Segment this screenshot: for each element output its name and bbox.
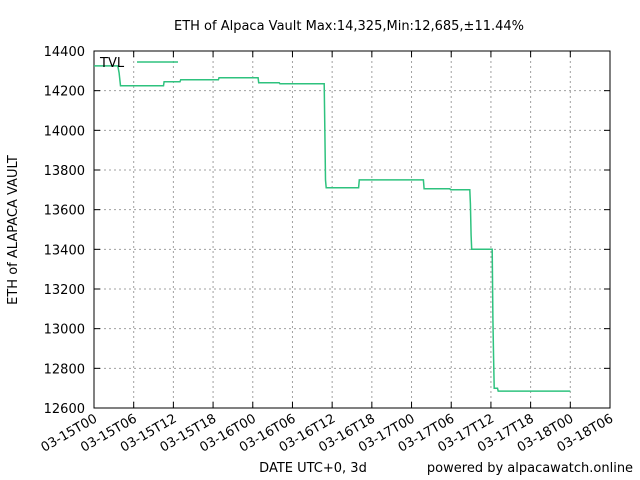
y-axis-label: ETH of ALAPACA VAULT (6, 155, 21, 305)
y-tick-label: 13400 (44, 243, 85, 258)
y-tick-label: 13200 (44, 283, 85, 298)
y-tick-label: 13000 (44, 323, 85, 338)
series-line-tvl (94, 65, 571, 392)
y-tick-label: 14400 (44, 45, 85, 60)
y-tick-label: 12600 (44, 402, 85, 417)
x-axis-ticks: 03-15T0003-15T0603-15T1203-15T1803-16T00… (39, 51, 616, 456)
y-axis-ticks: 12600 12800 13000 13200 13400 13600 13800 14000… (44, 45, 610, 417)
chart-title: ETH of Alpaca Vault Max:14,325,Min:12,68… (174, 19, 524, 34)
plot-frame (93, 50, 611, 409)
x-axis-label: DATE UTC+0, 3d (259, 461, 367, 476)
legend-label-tvl: TVL (99, 56, 125, 71)
y-tick-label: 13600 (44, 204, 85, 219)
legend: TVL (99, 56, 178, 71)
footer-credit: powered by alpacawatch.online (427, 461, 633, 476)
y-tick-label: 14000 (44, 124, 85, 139)
grid-lines (94, 51, 610, 408)
y-tick-label: 14200 (44, 85, 85, 100)
y-tick-label: 12800 (44, 362, 85, 377)
y-tick-label: 13800 (44, 164, 85, 179)
